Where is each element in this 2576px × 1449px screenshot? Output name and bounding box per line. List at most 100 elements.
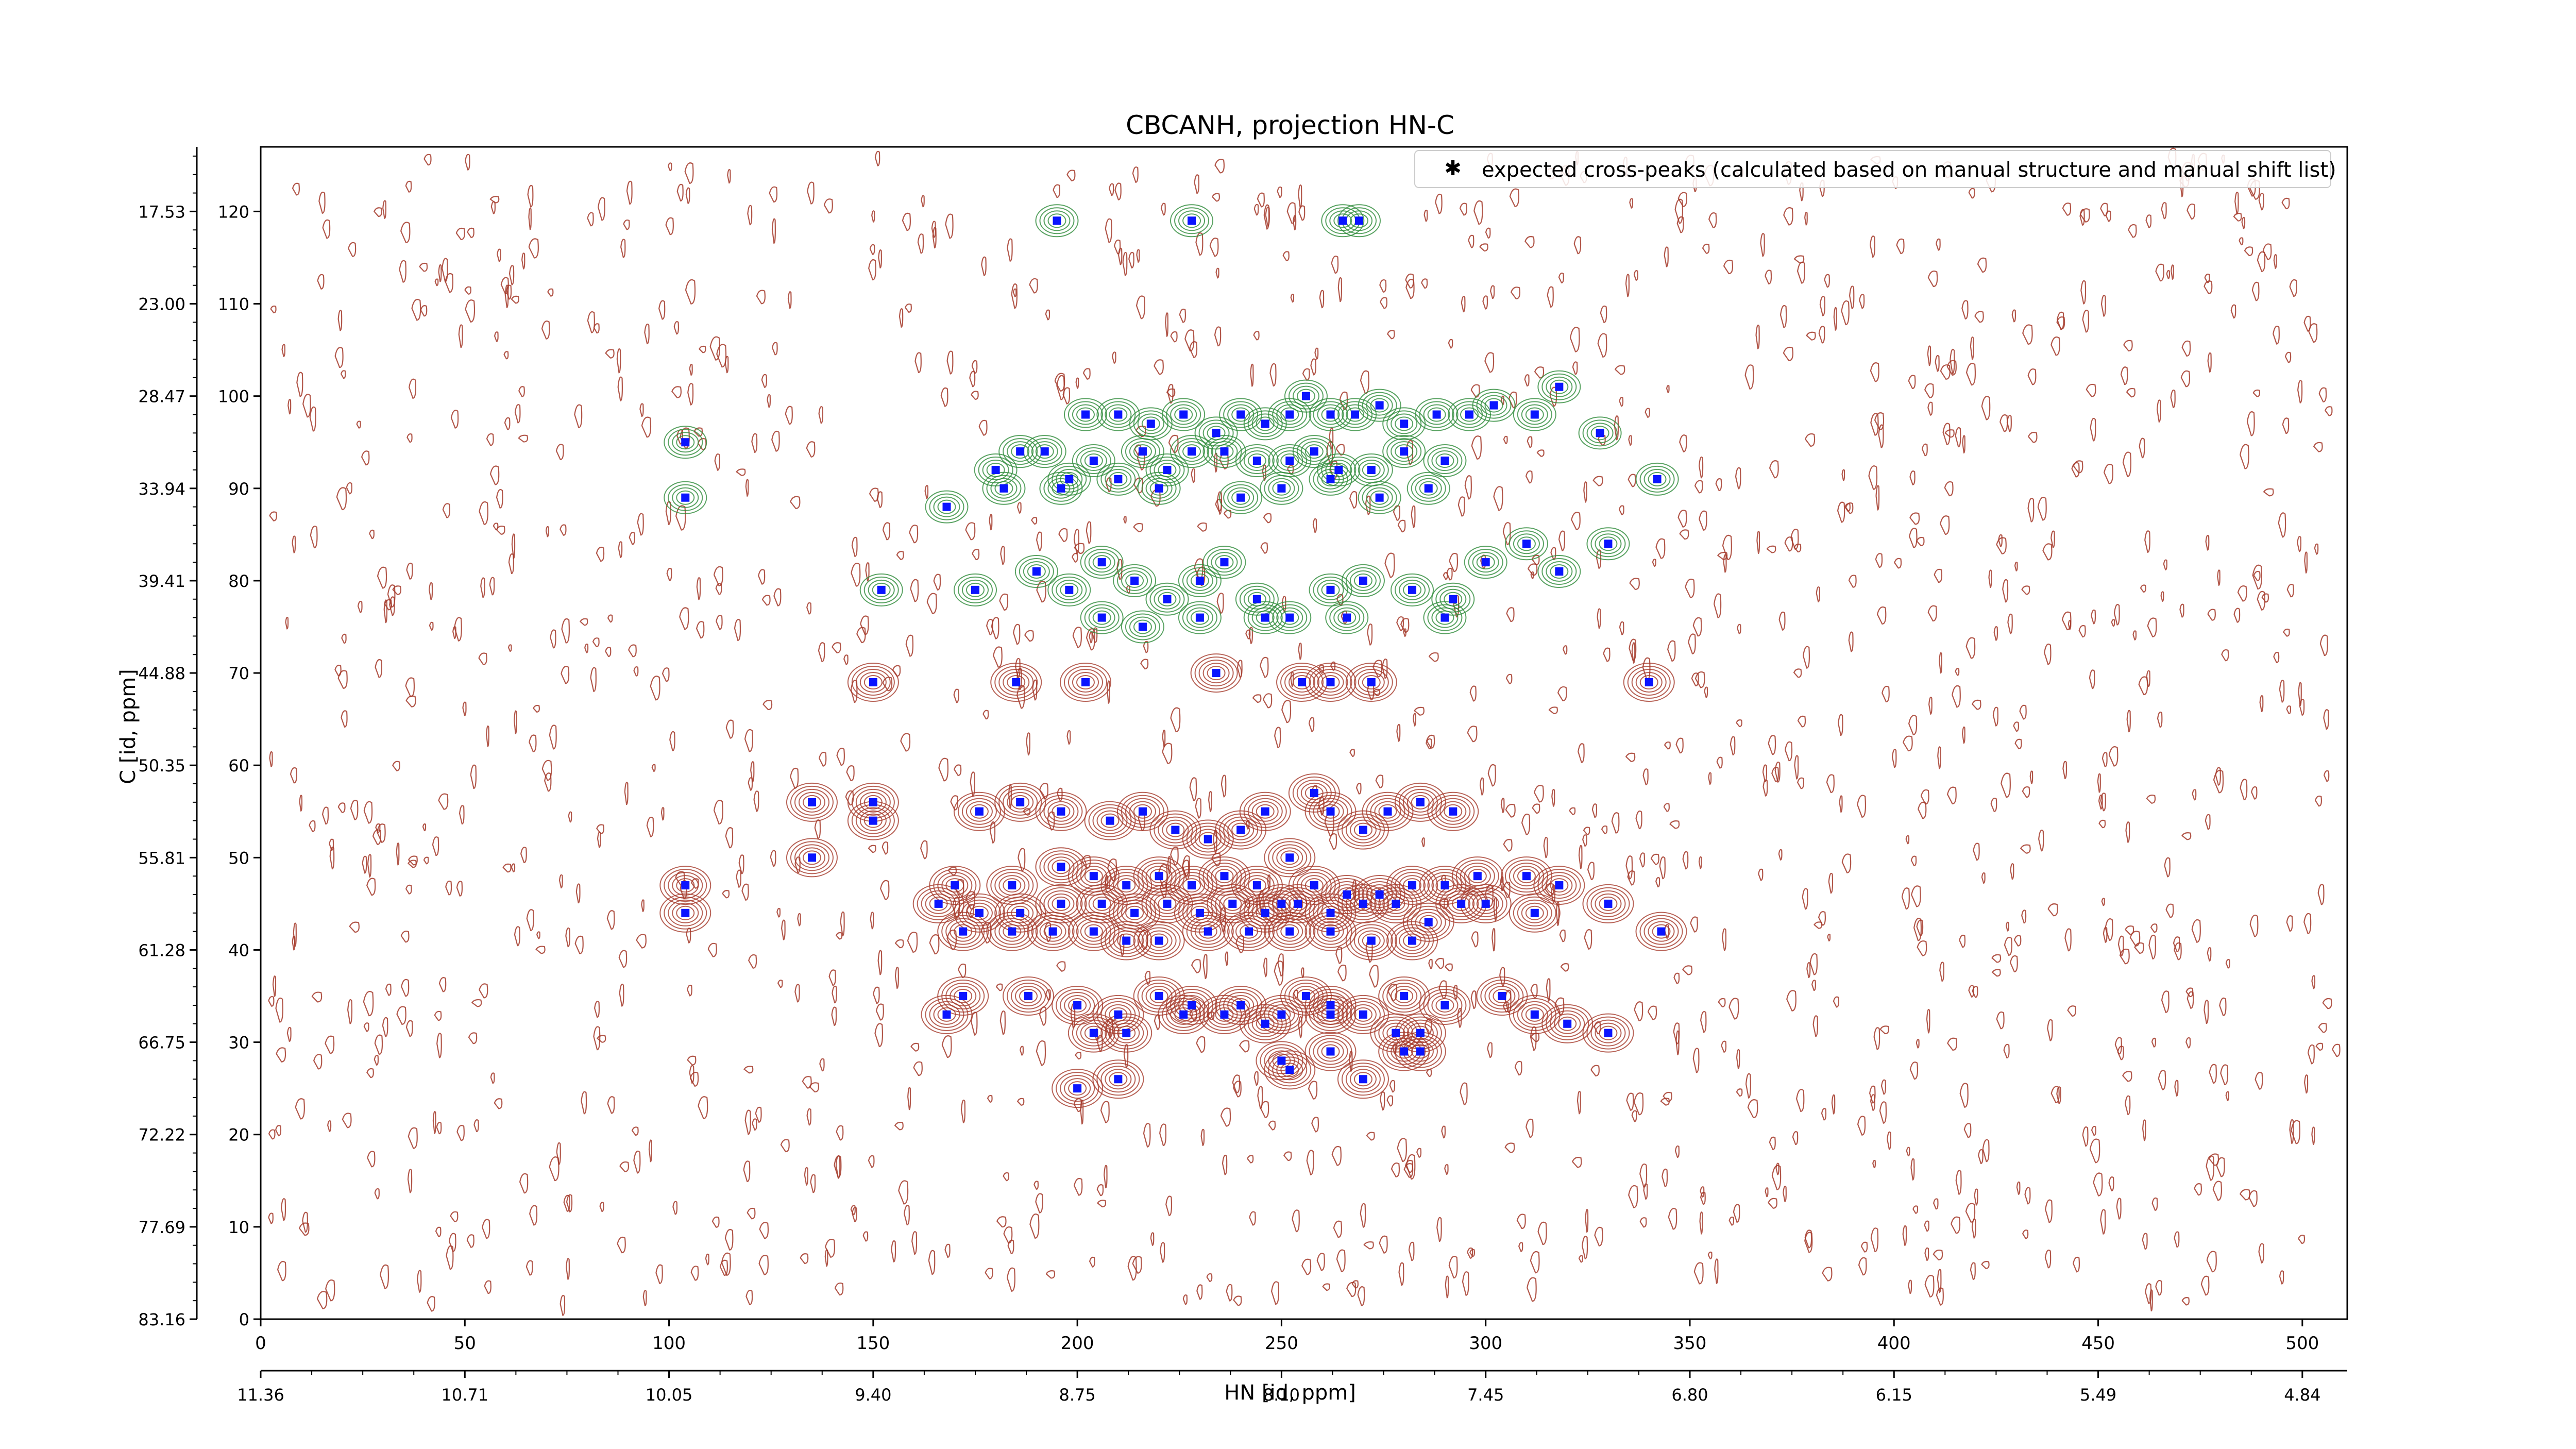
peak-contour: [1043, 924, 1062, 939]
cross-peak-point: [1367, 936, 1376, 945]
peak-contour: [1174, 991, 1210, 1019]
noise-contour: [1786, 990, 1797, 1012]
noise-contour: [529, 1205, 538, 1226]
cross-peak-point: [1310, 881, 1318, 890]
peak-contour: [1149, 869, 1168, 884]
peak-contour: [1325, 601, 1369, 634]
peak-contour: [1170, 435, 1214, 468]
noise-contour: [1927, 345, 1931, 366]
noise-contour: [877, 950, 883, 975]
cross-peak-point: [1245, 927, 1253, 936]
noise-contour: [1722, 534, 1732, 561]
noise-contour: [392, 761, 400, 771]
cross-peak-point: [1645, 678, 1653, 686]
noise-contour: [1337, 277, 1343, 302]
noise-contour: [1007, 1239, 1014, 1254]
peak-contour: [1280, 976, 1332, 1016]
peak-contour: [1349, 819, 1377, 840]
noise-contour: [1916, 536, 1925, 547]
noise-contour: [1367, 624, 1373, 646]
peak-contour: [925, 998, 969, 1031]
peak-contour: [1060, 582, 1079, 597]
noise-contour: [1645, 408, 1650, 418]
noise-contour: [902, 212, 911, 231]
cross-peak-point: [1261, 1019, 1269, 1028]
peak-contour: [1182, 819, 1234, 859]
peak-contour: [1451, 856, 1503, 896]
cross-peak-point: [1089, 872, 1098, 881]
noise-contour: [804, 1167, 808, 1186]
x-tick-label: 350: [1673, 1333, 1707, 1354]
peak-contour: [954, 924, 973, 939]
noise-contour: [275, 1125, 282, 1137]
noise-contour: [773, 588, 782, 606]
peak-contour: [986, 912, 1038, 951]
noise-contour: [1961, 300, 1969, 319]
noise-contour: [1870, 362, 1879, 382]
noise-contour: [1857, 1116, 1866, 1136]
cross-peak-point: [869, 678, 877, 686]
noise-contour: [1066, 730, 1071, 745]
noise-contour: [1859, 294, 1865, 309]
noise-contour: [2117, 935, 2124, 956]
peak-contour: [1423, 404, 1450, 425]
peak-contour: [1109, 1072, 1128, 1087]
noise-contour: [281, 344, 286, 357]
noise-contour: [660, 807, 665, 821]
noise-contour: [2240, 779, 2248, 801]
noise-contour: [1762, 779, 1768, 797]
peak-contour: [1362, 675, 1381, 689]
noise-contour: [1942, 423, 1951, 445]
peak-contour: [1231, 866, 1283, 905]
secondary-x-tick-label: 6.15: [1876, 1385, 1912, 1405]
noise-contour: [1165, 312, 1168, 337]
cross-peak-point: [1653, 475, 1662, 483]
peak-contour: [1182, 567, 1217, 594]
noise-contour: [947, 867, 957, 876]
noise-contour: [2207, 609, 2216, 621]
noise-contour: [2001, 772, 2011, 798]
peak-contour: [1321, 456, 1357, 483]
peak-contour: [994, 481, 1013, 496]
peak-contour: [1476, 555, 1495, 570]
cross-peak-point: [1351, 410, 1360, 419]
noise-contour: [549, 724, 557, 750]
peak-contour: [1047, 478, 1075, 499]
noise-contour: [2187, 203, 2196, 220]
peak-contour: [994, 782, 1046, 822]
noise-contour: [590, 667, 597, 692]
peak-contour: [1517, 536, 1536, 551]
peak-contour: [1370, 490, 1389, 505]
noise-contour: [1912, 1205, 1919, 1214]
noise-contour: [458, 324, 463, 348]
peak-contour: [1003, 899, 1038, 926]
noise-contour: [1277, 953, 1284, 976]
cross-peak-point: [1220, 447, 1229, 456]
noise-contour: [287, 399, 292, 415]
noise-contour: [1533, 785, 1544, 803]
noise-contour: [1663, 803, 1670, 812]
noise-contour: [905, 634, 914, 657]
secondary-x-tick-label: 5.49: [2080, 1385, 2116, 1405]
noise-contour: [744, 1109, 751, 1135]
noise-contour: [882, 677, 893, 692]
noise-contour: [369, 529, 375, 540]
noise-contour: [526, 1260, 533, 1276]
noise-contour: [1939, 962, 1944, 982]
peak-contour: [1243, 795, 1287, 828]
noise-contour: [545, 526, 549, 537]
noise-contour: [1167, 855, 1171, 875]
peak-contour: [863, 813, 883, 828]
peak-contour: [1639, 465, 1675, 493]
peak-contour: [1084, 549, 1120, 576]
cross-peak-point: [1416, 1029, 1425, 1037]
noise-contour: [2283, 628, 2290, 637]
peak-contour: [1105, 1069, 1132, 1090]
noise-contour: [1935, 355, 1940, 372]
peak-contour: [1595, 533, 1622, 554]
peak-contour: [676, 878, 695, 893]
cross-peak-point: [1449, 807, 1458, 816]
peak-contour: [1382, 1035, 1426, 1068]
noise-contour: [1036, 1040, 1046, 1066]
noise-contour: [900, 733, 911, 752]
